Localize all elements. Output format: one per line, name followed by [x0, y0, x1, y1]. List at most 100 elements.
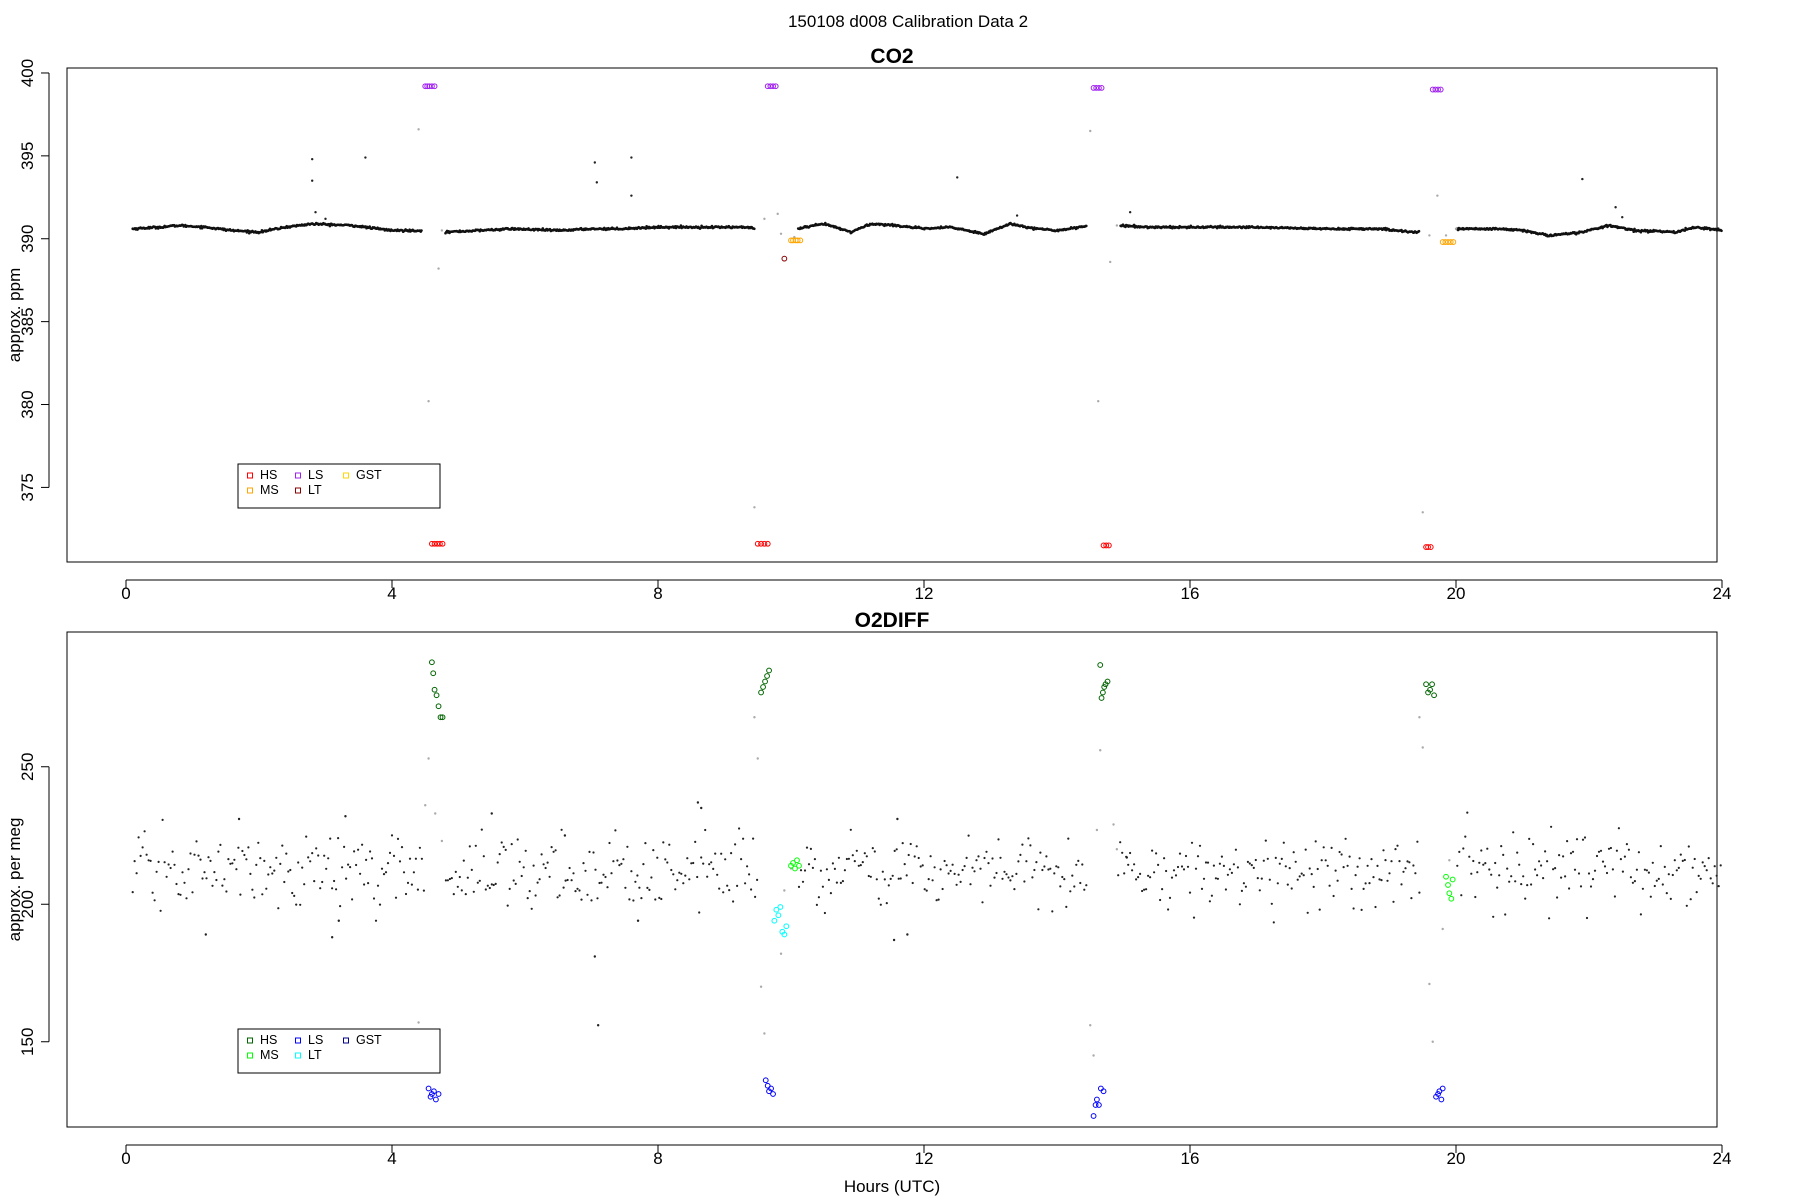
- legend-marker-lt: [295, 1052, 301, 1059]
- data-point: [871, 847, 874, 850]
- data-point: [738, 827, 741, 830]
- data-point: [1292, 851, 1295, 854]
- data-point: [823, 911, 827, 915]
- data-point: [1041, 868, 1044, 872]
- transition-point: [763, 217, 766, 221]
- data-point: [388, 851, 392, 855]
- data-point: [600, 881, 603, 884]
- data-point: [1163, 857, 1166, 860]
- series-point-ms: [1449, 876, 1456, 883]
- data-point: [1282, 841, 1285, 844]
- data-point: [694, 840, 697, 844]
- series-point-hs: [761, 540, 768, 547]
- data-point: [634, 880, 637, 883]
- data-point: [181, 871, 184, 874]
- x-tick-label: 12: [915, 1149, 934, 1168]
- data-point: [460, 889, 463, 892]
- x-tick-label: 16: [1181, 1149, 1200, 1168]
- data-point: [384, 871, 388, 874]
- outlier-point: [311, 179, 314, 182]
- data-point: [1697, 874, 1700, 878]
- data-point: [1629, 876, 1632, 879]
- legend-box: [237, 463, 441, 509]
- data-point: [1079, 881, 1082, 885]
- data-point: [1304, 848, 1307, 851]
- data-point: [207, 856, 210, 859]
- data-point: [133, 860, 136, 863]
- data-point: [1536, 874, 1539, 877]
- data-point: [1344, 837, 1347, 840]
- data-point: [712, 867, 715, 871]
- data-point: [638, 886, 641, 889]
- data-point: [351, 898, 354, 901]
- legend: HS LS GST MS LT: [237, 1028, 441, 1074]
- data-point: [1015, 872, 1018, 876]
- data-point: [1506, 867, 1509, 870]
- data-point: [827, 878, 831, 882]
- transition-point: [1454, 227, 1458, 230]
- data-point: [1510, 875, 1513, 878]
- x-tick-label: 4: [387, 584, 396, 603]
- data-point: [714, 852, 717, 855]
- transition-point: [759, 985, 763, 988]
- data-point: [446, 879, 449, 882]
- data-point: [1280, 857, 1283, 861]
- data-point: [217, 850, 220, 853]
- data-point: [740, 858, 743, 861]
- data-point: [369, 850, 372, 853]
- data-point: [243, 853, 246, 857]
- outlier-point: [1581, 177, 1584, 181]
- data-point: [558, 894, 561, 897]
- series-point-ls: [770, 1091, 776, 1097]
- data-point: [825, 868, 829, 871]
- legend-marker-hs: [247, 472, 253, 479]
- data-point: [1170, 876, 1174, 879]
- data-point: [153, 899, 156, 902]
- data-point: [1386, 879, 1389, 882]
- data-point: [929, 855, 932, 858]
- data-point: [887, 884, 890, 887]
- outlier-point: [364, 156, 367, 159]
- series-point-hs: [754, 540, 761, 547]
- data-point: [869, 875, 872, 878]
- data-point: [1560, 876, 1563, 879]
- series-point-hs: [758, 689, 764, 696]
- outlier-point: [1125, 856, 1129, 859]
- data-point: [1657, 877, 1660, 881]
- series-point-hs: [1423, 681, 1429, 688]
- data-point: [191, 891, 194, 894]
- transition-point: [1431, 1040, 1434, 1043]
- data-point: [644, 842, 647, 845]
- series-point-ls: [1094, 1096, 1100, 1103]
- data-point: [1380, 879, 1383, 882]
- data-point: [1388, 872, 1391, 875]
- data-point: [157, 860, 160, 864]
- data-point: [985, 850, 988, 853]
- data-point: [474, 844, 477, 847]
- data-point: [1458, 850, 1461, 854]
- data-point: [1540, 864, 1543, 867]
- data-point: [1659, 845, 1662, 848]
- data-point: [345, 877, 348, 880]
- transition-point: [1097, 400, 1100, 403]
- data-point: [516, 838, 519, 841]
- data-point: [161, 818, 164, 822]
- data-point: [1043, 865, 1046, 868]
- data-point: [1159, 898, 1162, 902]
- data-point: [141, 846, 144, 849]
- series-point-ls: [1438, 1096, 1445, 1103]
- data-point: [614, 829, 617, 832]
- outlier-point: [906, 933, 909, 936]
- data-point: [891, 874, 894, 877]
- data-point: [1410, 897, 1413, 900]
- series-point-hs: [1097, 662, 1104, 668]
- data-point: [574, 890, 577, 893]
- data-point: [343, 845, 346, 849]
- series-point-ms: [1448, 895, 1455, 902]
- data-point: [873, 850, 876, 853]
- data-point: [883, 878, 886, 881]
- data-point: [1360, 908, 1363, 912]
- outlier-point: [896, 817, 899, 821]
- series-point-ms: [1446, 890, 1453, 897]
- data-point: [257, 841, 260, 844]
